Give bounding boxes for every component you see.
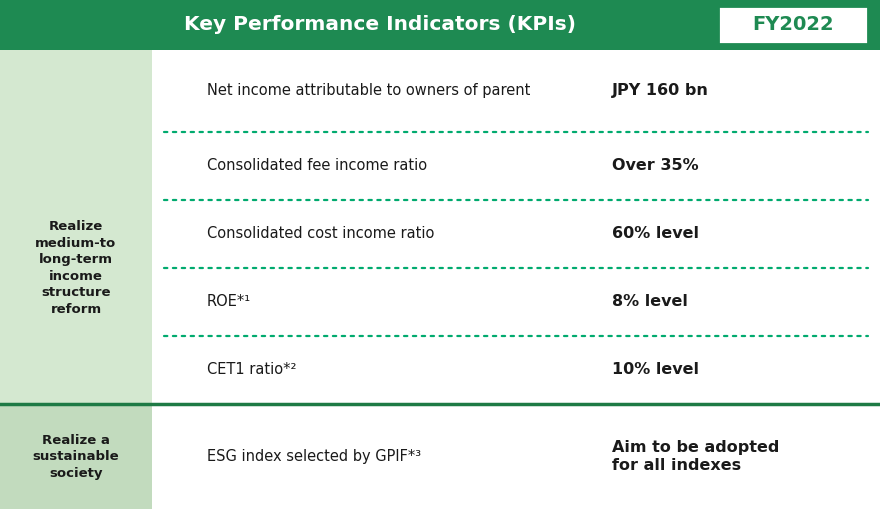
Text: Realize a
sustainable
society: Realize a sustainable society [33, 433, 120, 480]
Text: ESG index selected by GPIF*³: ESG index selected by GPIF*³ [207, 449, 422, 464]
Text: Realize
medium-to
long-term
income
structure
reform: Realize medium-to long-term income struc… [35, 220, 117, 316]
Text: ROE*¹: ROE*¹ [207, 294, 251, 309]
Bar [0, 404, 152, 509]
Text: JPY 160 bn: JPY 160 bn [612, 84, 709, 99]
Text: Net income attributable to owners of parent: Net income attributable to owners of par… [207, 84, 531, 99]
Bar [0, 0, 880, 50]
Text: Aim to be adopted
for all indexes: Aim to be adopted for all indexes [612, 440, 780, 473]
Text: 60% level: 60% level [612, 226, 699, 241]
Text: Consolidated fee income ratio: Consolidated fee income ratio [207, 158, 427, 173]
Text: 10% level: 10% level [612, 362, 699, 377]
Text: Consolidated cost income ratio: Consolidated cost income ratio [207, 226, 435, 241]
Text: CET1 ratio*²: CET1 ratio*² [207, 362, 297, 377]
Text: 8% level: 8% level [612, 294, 688, 309]
Bar [718, 6, 868, 44]
Bar [0, 50, 152, 404]
Text: Over 35%: Over 35% [612, 158, 699, 173]
Text: FY2022: FY2022 [752, 16, 834, 34]
Text: Key Performance Indicators (KPIs): Key Performance Indicators (KPIs) [184, 16, 576, 34]
